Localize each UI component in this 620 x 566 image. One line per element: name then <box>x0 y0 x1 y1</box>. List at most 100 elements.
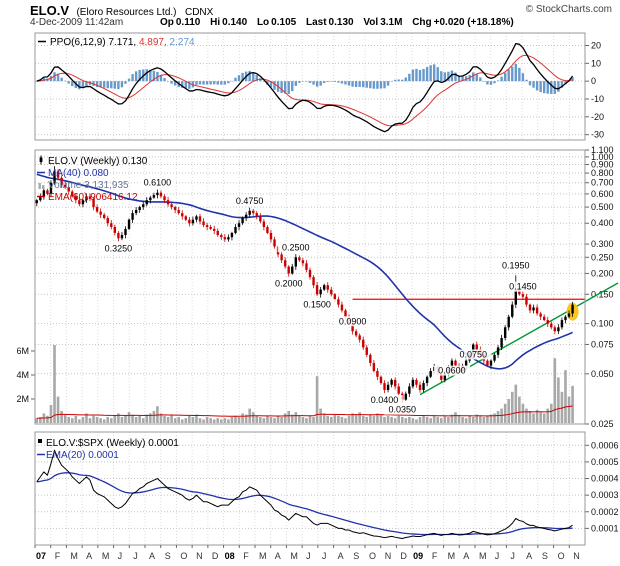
ratio-legend-symbol: ELO.V:$SPX (Weekly) 0.0001 <box>46 438 179 449</box>
svg-text:0.400: 0.400 <box>591 218 614 228</box>
svg-text:0.3250: 0.3250 <box>105 243 133 253</box>
svg-text:A: A <box>338 551 344 561</box>
svg-text:09: 09 <box>413 551 423 561</box>
chart-header: ELO.V (Eloro Resources Ltd.) CDNX <box>30 2 213 20</box>
svg-text:0.050: 0.050 <box>591 369 614 379</box>
price-legend-ma: MA(40) 0.080 <box>48 168 109 179</box>
month-gridlines <box>50 33 570 545</box>
quote-summary: Op 0.110 Hi 0.140 Lo 0.105 Last 0.130 Vol 3.1… <box>160 17 521 28</box>
svg-text:A: A <box>275 551 281 561</box>
svg-text:A: A <box>526 551 532 561</box>
svg-text:0.4750: 0.4750 <box>236 196 264 206</box>
svg-text:20: 20 <box>591 40 601 50</box>
svg-text:0.0400: 0.0400 <box>371 395 399 405</box>
company-name: (Eloro Resources Ltd.) <box>76 7 177 18</box>
ppo-legend: PPO(6,12,9) 7.171, 4.897, 2.274 <box>50 37 195 48</box>
svg-text:0.150: 0.150 <box>591 289 614 299</box>
svg-text:0.700: 0.700 <box>591 178 614 188</box>
svg-text:J: J <box>306 551 311 561</box>
svg-text:4M: 4M <box>16 370 29 380</box>
svg-text:0.0001: 0.0001 <box>591 523 619 533</box>
svg-text:A: A <box>86 551 92 561</box>
svg-text:M: M <box>448 551 456 561</box>
svg-text:F: F <box>55 551 61 561</box>
svg-text:D: D <box>212 551 219 561</box>
svg-text:0.0006: 0.0006 <box>591 440 619 450</box>
svg-text:-20: -20 <box>591 112 604 122</box>
svg-text:0.0004: 0.0004 <box>591 474 619 484</box>
svg-text:M: M <box>259 551 267 561</box>
svg-text:0.2000: 0.2000 <box>275 278 303 288</box>
price-legend-symbol: ELO.V (Weekly) 0.130 <box>48 156 148 167</box>
svg-text:0.0005: 0.0005 <box>591 457 619 467</box>
svg-text:N: N <box>573 551 580 561</box>
svg-text:0.0600: 0.0600 <box>438 366 466 376</box>
price-legend-volema: EMA(60) 906416.12 <box>48 192 138 203</box>
svg-text:N: N <box>385 551 392 561</box>
svg-text:1.100: 1.100 <box>591 145 614 155</box>
svg-text:2M: 2M <box>16 394 29 404</box>
copyright-text: © StockCharts.com <box>525 4 612 15</box>
svg-text:0.900: 0.900 <box>591 160 614 170</box>
svg-text:S: S <box>165 551 171 561</box>
svg-text:J: J <box>510 551 515 561</box>
ratio-panel: 0.0006 0.0005 0.0004 0.0003 0.0002 0.0001 ELO.… <box>34 431 619 546</box>
svg-text:J: J <box>133 551 138 561</box>
svg-text:0.0350: 0.0350 <box>388 405 416 415</box>
svg-text:0.500: 0.500 <box>591 202 614 212</box>
ppo-panel: 20 10 0 -10 -20 -30 PPO(6,12,9) 7.171, 4.897, … <box>34 32 604 141</box>
quote-low: Lo 0.105 <box>256 17 297 28</box>
svg-text:0.2500: 0.2500 <box>282 242 310 252</box>
svg-text:08: 08 <box>225 551 235 561</box>
svg-text:0.025: 0.025 <box>591 419 614 429</box>
svg-text:1.000: 1.000 <box>591 152 614 162</box>
quote-line: 4-Dec-2009 11:42am Op 0.110 Hi 0.140 Lo 0.1… <box>30 17 521 28</box>
svg-text:J: J <box>118 551 123 561</box>
svg-text:0.0002: 0.0002 <box>591 507 619 517</box>
quote-high: Hi 0.140 <box>210 17 248 28</box>
svg-text:S: S <box>353 551 359 561</box>
svg-text:10: 10 <box>591 58 601 68</box>
svg-text:M: M <box>290 551 298 561</box>
svg-text:0.600: 0.600 <box>591 189 614 199</box>
svg-text:0.800: 0.800 <box>591 168 614 178</box>
svg-text:D: D <box>400 551 407 561</box>
x-axis: 07 F M A M J J A S O N D 08 F M A M J J A S O N D 09 F M A M J J A S O N <box>34 545 580 561</box>
svg-text:J: J <box>495 551 500 561</box>
svg-text:0.075: 0.075 <box>591 339 614 349</box>
svg-text:0.0900: 0.0900 <box>339 316 367 326</box>
svg-text:O: O <box>369 551 376 561</box>
price-legend-volume: Volume 3,131,935 <box>48 180 129 191</box>
quote-open: Op 0.110 <box>159 17 201 28</box>
svg-text:A: A <box>149 551 155 561</box>
svg-text:0.1950: 0.1950 <box>502 260 530 270</box>
svg-text:0.6100: 0.6100 <box>144 178 172 188</box>
svg-text:-10: -10 <box>591 94 604 104</box>
svg-text:0.1450: 0.1450 <box>509 282 537 292</box>
quote-change: Chg +0.020 (+18.18%) <box>412 17 514 28</box>
svg-text:0.300: 0.300 <box>591 239 614 249</box>
svg-text:0.1500: 0.1500 <box>303 299 331 309</box>
quote-last: Last 0.130 <box>305 17 354 28</box>
svg-text:N: N <box>196 551 203 561</box>
ratio-legend-ema: EMA(20) 0.0001 <box>46 450 119 461</box>
svg-text:0: 0 <box>591 76 596 86</box>
svg-text:6M: 6M <box>16 346 29 356</box>
svg-text:A: A <box>463 551 469 561</box>
svg-text:M: M <box>479 551 487 561</box>
svg-text:J: J <box>322 551 327 561</box>
ticker-symbol: ELO.V <box>30 3 70 18</box>
svg-text:O: O <box>180 551 187 561</box>
svg-text:0.100: 0.100 <box>591 319 614 329</box>
svg-text:0.0750: 0.0750 <box>459 349 487 359</box>
svg-text:M: M <box>70 551 78 561</box>
quote-volume: Vol 3.1M <box>363 17 403 28</box>
exchange-label: CDNX <box>184 7 214 18</box>
svg-text:07: 07 <box>36 551 46 561</box>
svg-text:-30: -30 <box>591 130 604 140</box>
svg-text:0.250: 0.250 <box>591 252 614 262</box>
timestamp: 4-Dec-2009 11:42am <box>30 17 124 28</box>
